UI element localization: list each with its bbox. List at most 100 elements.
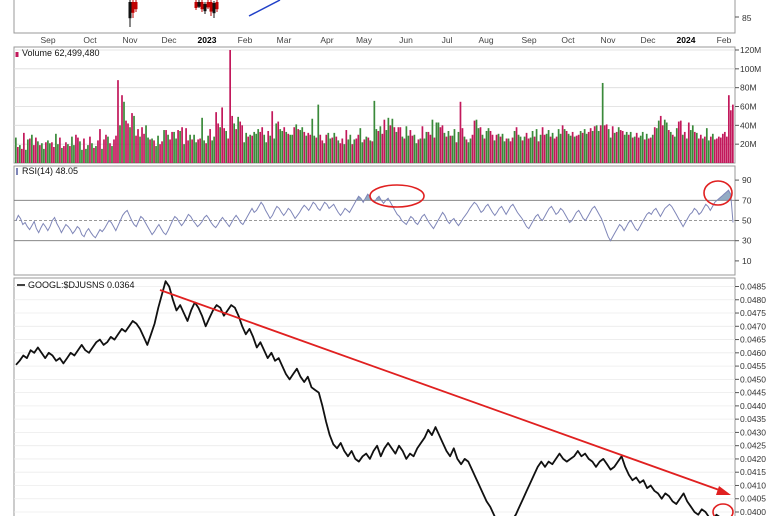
volume-bar	[729, 110, 732, 163]
volume-bar	[509, 141, 512, 163]
volume-bar	[111, 146, 113, 163]
ratio-trendline	[159, 289, 723, 492]
volume-bar	[453, 129, 456, 163]
volume-bar	[641, 131, 644, 163]
volume-bar	[417, 139, 420, 163]
volume-bar	[231, 115, 234, 163]
volume-bar	[289, 134, 292, 163]
volume-bar	[451, 135, 454, 163]
volume-bar	[337, 140, 340, 163]
volume-bar	[393, 127, 396, 163]
volume-bar	[515, 127, 518, 163]
volume-bar	[593, 126, 596, 163]
volume-bar	[523, 136, 526, 163]
ratio-tick-label: 0.0410	[740, 480, 766, 490]
volume-bar	[191, 139, 193, 163]
volume-bar	[87, 145, 89, 163]
volume-bar	[545, 133, 548, 163]
volume-bar	[465, 139, 468, 163]
volume-bar	[297, 129, 300, 163]
price-panel: 85	[13, 0, 752, 34]
volume-bar	[247, 136, 250, 163]
volume-bar	[273, 138, 276, 163]
price-candle-body	[134, 2, 138, 10]
volume-bar	[583, 129, 586, 163]
volume-bar	[119, 125, 121, 163]
volume-bar	[233, 123, 236, 163]
volume-bar	[29, 138, 31, 163]
volume-bar	[631, 137, 634, 163]
ratio-tick-label: 0.0465	[740, 335, 766, 345]
volume-bar	[501, 133, 504, 163]
volume-bar	[603, 125, 606, 163]
x-tick-label: Feb	[717, 35, 732, 45]
volume-bar	[107, 136, 109, 163]
volume-bar	[521, 140, 524, 163]
volume-bar	[123, 101, 125, 163]
volume-bar	[625, 131, 628, 163]
volume-bar	[99, 129, 101, 163]
volume-bar	[45, 142, 47, 163]
volume-bar	[173, 131, 175, 163]
x-tick-label: 2024	[677, 35, 696, 45]
volume-bar	[717, 136, 720, 163]
volume-bar	[511, 137, 514, 163]
volume-bar	[103, 139, 105, 163]
volume-bar	[305, 135, 308, 163]
price-candle-body	[212, 3, 216, 14]
volume-bar	[401, 136, 404, 163]
ratio-trendline-arrowhead	[716, 486, 731, 495]
volume-bar	[323, 143, 326, 163]
volume-bar	[531, 130, 534, 163]
x-tick-label: 2023	[198, 35, 217, 45]
volume-bar	[579, 130, 582, 163]
volume-bar	[179, 130, 181, 163]
volume-bar	[279, 129, 282, 163]
volume-bar	[415, 143, 418, 163]
volume-bar	[133, 115, 135, 163]
volume-bar	[609, 137, 612, 163]
volume-bar	[653, 127, 656, 163]
volume-bar	[547, 130, 550, 163]
volume-bar	[225, 130, 227, 163]
volume-bar	[215, 112, 217, 163]
volume-bar	[193, 134, 195, 163]
ratio-tick-label: 0.0400	[740, 507, 766, 516]
volume-bar	[707, 140, 710, 163]
volume-bar	[137, 129, 139, 163]
volume-bar	[165, 130, 167, 163]
volume-bar	[241, 125, 244, 163]
ratio-tick-label: 0.0455	[740, 361, 766, 371]
volume-bar	[117, 80, 119, 163]
volume-bar	[299, 130, 302, 163]
volume-bar	[67, 144, 69, 163]
volume-bar	[551, 132, 554, 163]
volume-bar	[301, 127, 304, 163]
rsi-legend: RSI(14) 48.05	[22, 166, 78, 176]
volume-bar	[57, 144, 59, 163]
volume-bar	[447, 130, 450, 163]
volume-bar	[597, 130, 600, 163]
volume-bar	[371, 141, 374, 163]
x-tick-label: Oct	[561, 35, 575, 45]
rsi-tick-label: 50	[742, 216, 752, 226]
volume-bar	[477, 128, 480, 163]
volume-bar	[39, 145, 41, 163]
volume-bar	[661, 125, 664, 163]
volume-bar	[359, 128, 362, 163]
volume-bar	[461, 128, 464, 163]
volume-bar	[309, 134, 312, 163]
volume-bar	[25, 149, 27, 163]
volume-bar	[343, 144, 346, 163]
x-tick-label: Apr	[320, 35, 333, 45]
volume-bar	[663, 119, 666, 163]
volume-bar	[721, 133, 724, 163]
volume-bar	[441, 125, 444, 163]
volume-bar	[235, 129, 238, 163]
volume-bar	[479, 127, 482, 163]
ratio-frame	[13, 277, 736, 516]
volume-bar	[353, 139, 356, 163]
volume-bar	[63, 146, 65, 163]
volume-bar	[171, 131, 173, 163]
volume-bar	[539, 134, 542, 163]
